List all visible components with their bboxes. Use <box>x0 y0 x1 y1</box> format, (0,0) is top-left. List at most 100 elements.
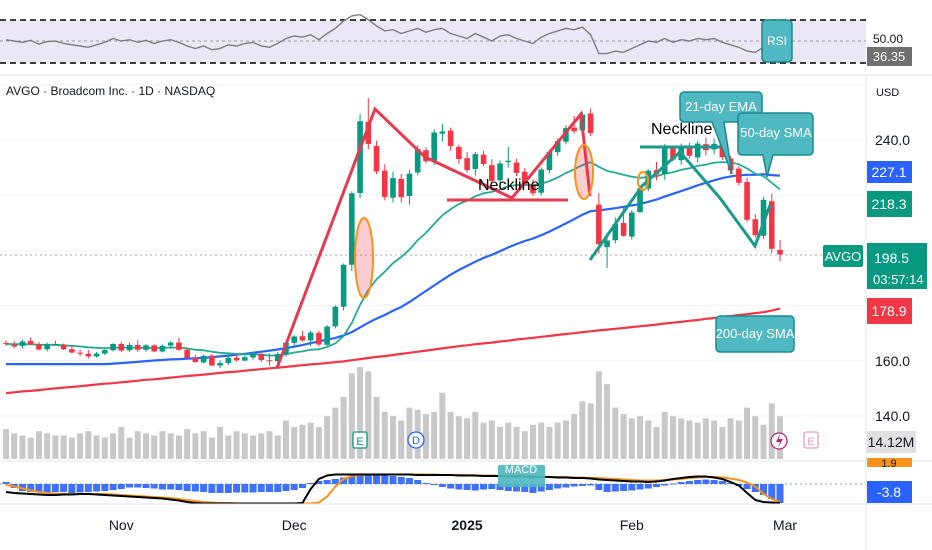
macd-histogram-bar <box>158 484 166 490</box>
volume-bar <box>118 426 125 459</box>
candle-body <box>349 193 355 265</box>
candle-body <box>612 223 619 241</box>
candle-body <box>464 158 470 171</box>
volume-bar <box>225 435 232 459</box>
volume-bar <box>93 435 100 459</box>
candle <box>93 351 100 358</box>
event-earnings-marker[interactable]: E <box>352 431 368 449</box>
ema-callout-label: 21-day EMA <box>685 99 757 114</box>
volume-bar <box>521 431 528 459</box>
macd-histogram-bar <box>191 484 199 492</box>
candle <box>118 341 125 352</box>
volume-bar <box>702 418 709 459</box>
volume-bar <box>381 411 388 459</box>
candle <box>126 342 133 352</box>
macd-partial-tag: 1.9 <box>867 458 912 470</box>
event-split-marker[interactable] <box>770 432 788 450</box>
candle-body <box>151 345 158 352</box>
candle-body <box>744 181 750 220</box>
macd-histogram-bar <box>545 484 553 490</box>
macd-histogram <box>2 474 784 503</box>
sma200-callout: 200-day SMA <box>715 315 795 353</box>
macd-histogram-bar <box>216 484 224 493</box>
macd-histogram-bar <box>109 484 117 490</box>
time-tick-label: Nov <box>109 517 134 533</box>
candle-body <box>241 357 248 361</box>
candle-body <box>760 199 767 236</box>
candle <box>324 325 330 346</box>
volume-bar <box>85 431 92 459</box>
candle <box>768 193 775 254</box>
candle <box>390 171 396 203</box>
candle-body <box>184 349 190 358</box>
candle-body <box>472 154 479 169</box>
volume-bar <box>217 426 224 459</box>
sma50-callout: 50-day SMA <box>737 112 814 178</box>
candle <box>480 150 487 167</box>
macd-histogram-bar <box>760 484 768 495</box>
volume-bar <box>11 433 18 459</box>
event-earnings-marker-2[interactable]: E <box>803 431 819 449</box>
candle <box>472 151 479 176</box>
macd-histogram-bar <box>578 484 586 486</box>
macd-histogram-bar <box>175 484 183 490</box>
sma200-tag-label: 178.9 <box>871 303 906 319</box>
volume-bar <box>480 422 487 459</box>
macd-histogram-bar <box>537 484 545 492</box>
candle <box>497 160 503 187</box>
macd-value-label: -3.8 <box>877 484 901 500</box>
candle-body <box>497 163 503 181</box>
event-dividend-marker[interactable]: D <box>407 431 425 449</box>
volume-bar <box>752 416 759 459</box>
volume-bar <box>192 433 199 459</box>
volume-bar <box>101 437 108 459</box>
candle-body <box>274 353 281 362</box>
macd-histogram-bar <box>93 484 101 492</box>
macd-histogram-bar <box>611 484 619 492</box>
volume-bar <box>587 403 594 459</box>
macd-histogram-bar <box>471 484 479 491</box>
macd-histogram-bar <box>51 484 59 492</box>
candle-body <box>587 113 594 134</box>
candle <box>777 239 783 262</box>
candle-body <box>661 147 668 174</box>
symbol-tag <box>823 245 863 267</box>
volume-bar <box>595 371 602 459</box>
candle <box>464 152 470 173</box>
symbol-header[interactable]: AVGO · Broadcom Inc. · 1D · NASDAQ <box>6 84 215 98</box>
candle-body <box>233 357 240 361</box>
volume-bar <box>529 424 536 459</box>
volume-bar <box>258 433 265 459</box>
candle <box>439 123 446 142</box>
candle-body <box>340 264 347 307</box>
volume-bar <box>678 418 685 459</box>
candle <box>307 330 314 347</box>
volume-bar <box>744 407 751 459</box>
volume-bar <box>208 437 215 459</box>
volume-bar <box>175 435 182 459</box>
candle-body <box>159 345 166 352</box>
macd-histogram-bar <box>727 483 735 484</box>
symbol-tag-label: AVGO <box>825 249 862 264</box>
volume-bar <box>266 431 273 459</box>
macd-histogram-bar <box>694 480 702 484</box>
volume-bar <box>126 437 133 459</box>
volume-bar <box>142 433 149 459</box>
event-e-label: E <box>356 436 363 448</box>
time-tick-label: Feb <box>620 517 644 533</box>
candle <box>44 342 50 352</box>
sma50-tag-label: 227.1 <box>871 164 906 180</box>
candle <box>299 330 306 342</box>
volume-bar <box>332 407 339 459</box>
macd-histogram-bar <box>587 484 595 486</box>
macd-histogram-bar <box>718 481 726 484</box>
sma50-line <box>6 173 781 366</box>
macd-histogram-bar <box>685 481 693 484</box>
volume-bar <box>151 435 158 459</box>
candle <box>241 355 248 362</box>
candle-body <box>167 342 174 346</box>
volume-bar <box>513 426 520 459</box>
candle-body <box>736 168 742 183</box>
macd-histogram-bar <box>463 484 471 490</box>
